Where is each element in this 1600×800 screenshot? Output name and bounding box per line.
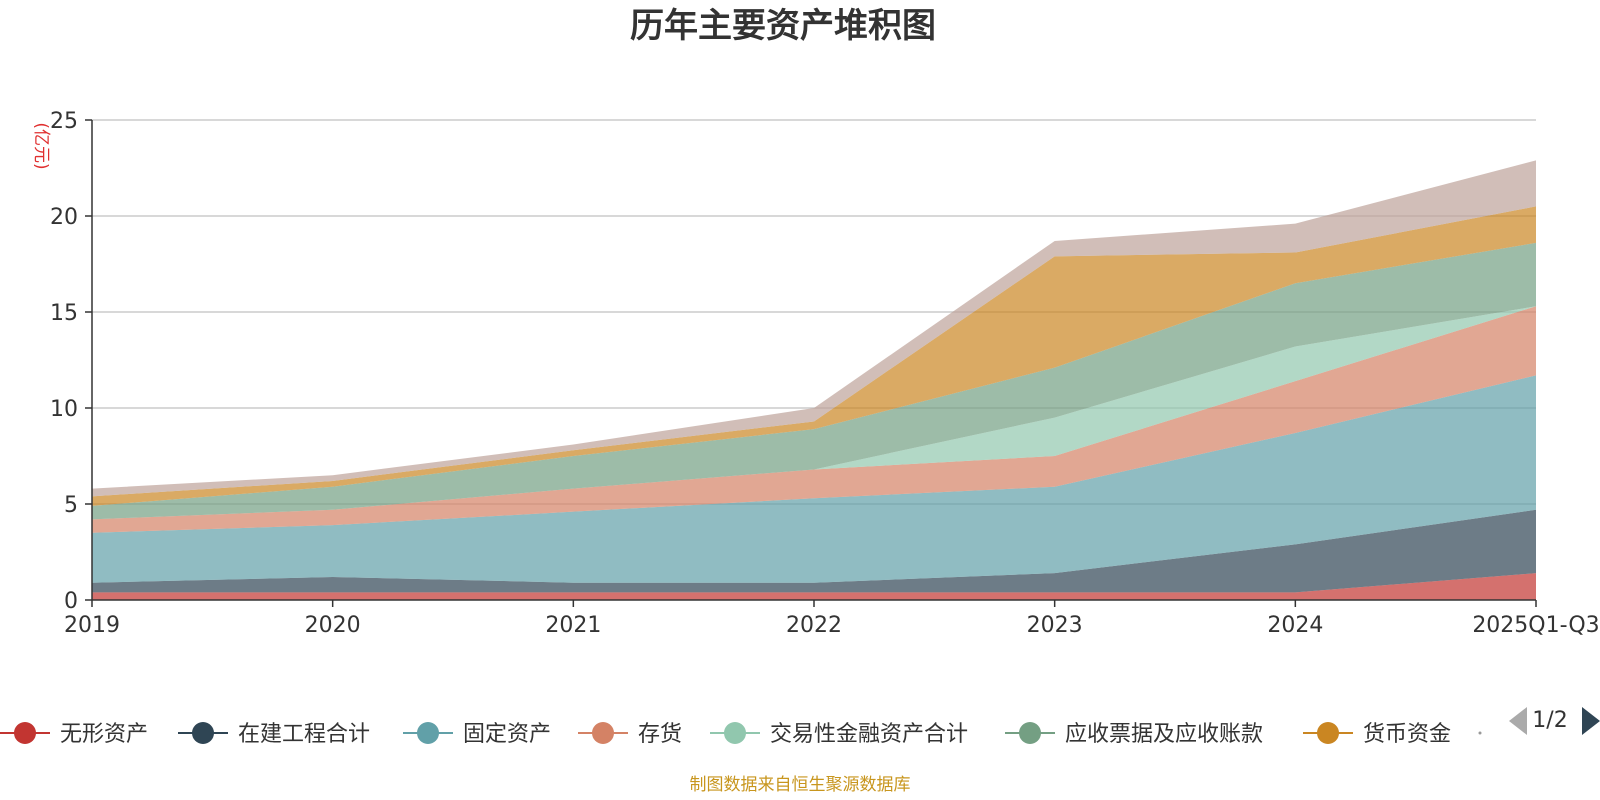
area-固定资产 [92, 375, 1536, 583]
x-tick-label: 2024 [1267, 613, 1323, 638]
legend-item[interactable]: 存货 [578, 722, 682, 747]
legend-label: 无形资产 [60, 722, 148, 747]
area-其他 [92, 160, 1536, 497]
area-在建工程合计 [92, 509, 1536, 593]
legend-label: 应收票据及应收账款 [1065, 722, 1263, 747]
legend-marker-icon [1019, 722, 1041, 744]
legend-label: 固定资产 [463, 722, 551, 747]
y-tick-label: 10 [50, 397, 78, 422]
legend-marker-icon [14, 722, 36, 744]
legend-item[interactable]: 无形资产 [0, 722, 148, 747]
legend-marker-icon [417, 722, 439, 744]
x-tick-label: 2022 [786, 613, 842, 638]
legend-prev-icon[interactable] [1509, 707, 1527, 735]
x-tick-label: 2020 [305, 613, 361, 638]
y-tick-label: 20 [50, 205, 78, 230]
legend-label: 交易性金融资产合计 [770, 722, 968, 747]
chart-title: 历年主要资产堆积图 [630, 6, 936, 46]
legend-item[interactable]: 固定资产 [403, 722, 551, 747]
legend-overflow-dot [1478, 731, 1482, 735]
legend-next-icon[interactable] [1582, 707, 1600, 735]
area-series [92, 160, 1536, 600]
area-存货 [92, 306, 1536, 533]
y-tick-label: 25 [50, 109, 78, 134]
y-axis-label: (亿元) [31, 122, 51, 169]
legend-pager: 1/2 [1509, 707, 1600, 735]
legend-label: 在建工程合计 [238, 722, 370, 747]
y-tick-label: 5 [64, 493, 78, 518]
legend-marker-icon [192, 722, 214, 744]
legend-item[interactable]: 应收票据及应收账款 [1005, 722, 1263, 747]
data-source-note: 制图数据来自恒生聚源数据库 [690, 775, 911, 795]
legend-page-indicator: 1/2 [1532, 708, 1567, 733]
legend-item[interactable]: 在建工程合计 [178, 722, 370, 747]
x-tick-label: 2019 [64, 613, 120, 638]
legend-item[interactable]: 货币资金 [1303, 722, 1451, 747]
legend-label: 货币资金 [1363, 722, 1451, 747]
legend: 无形资产 在建工程合计 固定资产 存货 交易性金融资产合计 应收票据及应收账款 货币资金 [0, 722, 1482, 747]
legend-marker-icon [724, 722, 746, 744]
legend-item[interactable]: 交易性金融资产合计 [710, 722, 968, 747]
y-tick-label: 0 [64, 589, 78, 614]
axes: 0 5 10 15 20 25 2019 2020 2021 2022 2023 2024 2025Q1… [50, 109, 1600, 638]
area-货币资金 [92, 206, 1536, 506]
legend-marker-icon [1317, 722, 1339, 744]
x-tick-label: 2023 [1027, 613, 1083, 638]
y-tick-label: 15 [50, 301, 78, 326]
x-tick-label: 2021 [545, 613, 601, 638]
x-tick-label: 2025Q1-Q3 [1472, 613, 1599, 638]
legend-label: 存货 [638, 722, 682, 747]
legend-marker-icon [592, 722, 614, 744]
area-无形资产 [92, 573, 1536, 600]
area-应收票据及应收账款 [92, 242, 1536, 520]
